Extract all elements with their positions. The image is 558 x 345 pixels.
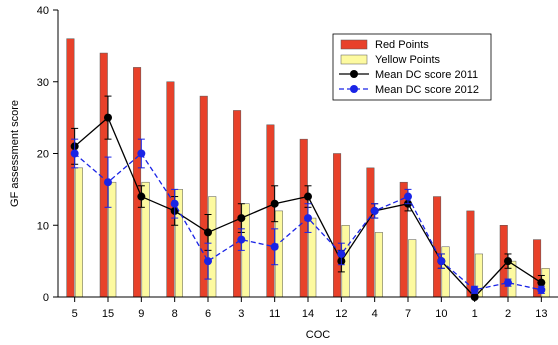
x-tick-label-10: 10 bbox=[435, 308, 447, 320]
bar-red-9 bbox=[133, 67, 142, 298]
marker-2012-15 bbox=[104, 178, 112, 187]
marker-2012-9 bbox=[137, 149, 146, 158]
marker-2012-8 bbox=[170, 199, 179, 208]
marker-2012-10 bbox=[437, 257, 446, 266]
marker-2011-14 bbox=[304, 192, 312, 201]
x-tick-label-12: 12 bbox=[335, 308, 347, 320]
marker-2011-11 bbox=[270, 199, 279, 208]
legend-marker-dot bbox=[350, 85, 358, 93]
marker-2012-11 bbox=[270, 242, 279, 251]
bar-yellow-4 bbox=[374, 232, 383, 298]
x-tick-label-4: 4 bbox=[372, 308, 378, 320]
bar-yellow-14 bbox=[308, 217, 317, 298]
x-tick-label-6: 6 bbox=[205, 308, 211, 320]
marker-2012-2 bbox=[504, 278, 512, 287]
marker-2012-3 bbox=[237, 235, 246, 244]
legend-label-mean-dc-2011: Mean DC score 2011 bbox=[375, 69, 478, 81]
y-tick-label-20: 20 bbox=[37, 149, 49, 161]
marker-2012-12 bbox=[337, 249, 346, 258]
bar-red-12 bbox=[333, 153, 342, 298]
x-tick-label-3: 3 bbox=[238, 308, 244, 320]
marker-2012-14 bbox=[304, 214, 312, 223]
x-tick-label-8: 8 bbox=[172, 308, 178, 320]
marker-2011-15 bbox=[104, 113, 112, 122]
legend: Red Points Yellow Points Mean DC score 2… bbox=[332, 33, 492, 101]
legend-swatch-red-points bbox=[340, 39, 368, 50]
marker-2012-7 bbox=[404, 192, 412, 201]
legend-marker-mean-dc-2012 bbox=[339, 85, 369, 93]
legend-marker-dot bbox=[350, 70, 358, 78]
marker-2012-6 bbox=[204, 257, 212, 266]
bar-red-6 bbox=[199, 95, 208, 298]
marker-2011-2 bbox=[504, 257, 512, 266]
x-axis-label: COC bbox=[306, 329, 331, 341]
y-axis-label: GF assessment score bbox=[9, 100, 21, 207]
marker-2012-4 bbox=[370, 206, 379, 215]
x-tick-label-5: 5 bbox=[72, 308, 78, 320]
marker-2012-1 bbox=[470, 285, 479, 294]
y-tick-label-30: 30 bbox=[37, 77, 49, 89]
x-tick-label-7: 7 bbox=[405, 308, 411, 320]
y-tick-label-0: 0 bbox=[43, 292, 49, 304]
axes: GF assessment score COC 0 10 20 30 40 5 15 9 8 6 3… bbox=[9, 5, 558, 341]
bar-red-4 bbox=[366, 167, 375, 298]
marker-2012-13 bbox=[537, 285, 546, 294]
legend-marker-mean-dc-2011 bbox=[339, 70, 369, 78]
marker-2011-3 bbox=[237, 214, 246, 223]
bar-yellow-15 bbox=[108, 181, 117, 298]
marker-2011-6 bbox=[204, 228, 212, 237]
bar-red-11 bbox=[266, 124, 275, 298]
x-tick-label-2: 2 bbox=[505, 308, 511, 320]
legend-swatch-yellow-points bbox=[340, 54, 368, 65]
bar-yellow-5 bbox=[74, 167, 83, 298]
marker-2012-5 bbox=[70, 149, 79, 158]
legend-label-red-points: Red Points bbox=[375, 39, 429, 51]
x-tick-label-9: 9 bbox=[138, 308, 144, 320]
x-tick-label-11: 11 bbox=[269, 308, 280, 320]
marker-2011-9 bbox=[137, 192, 146, 201]
bar-yellow-7 bbox=[408, 239, 417, 298]
x-tick-label-14: 14 bbox=[302, 308, 314, 320]
legend-label-yellow-points: Yellow Points bbox=[375, 54, 441, 66]
plot-area bbox=[66, 38, 550, 301]
marker-2011-13 bbox=[537, 278, 546, 287]
bar-yellow-11 bbox=[274, 210, 283, 298]
bar-yellow-6 bbox=[208, 196, 217, 298]
legend-label-mean-dc-2012: Mean DC score 2012 bbox=[375, 84, 479, 96]
bar-red-15 bbox=[99, 52, 108, 298]
x-tick-label-1: 1 bbox=[472, 308, 478, 320]
x-tick-label-13: 13 bbox=[535, 308, 547, 320]
y-tick-label-10: 10 bbox=[37, 220, 49, 232]
x-tick-label-15: 15 bbox=[102, 308, 114, 320]
y-tick-label-40: 40 bbox=[37, 5, 49, 17]
